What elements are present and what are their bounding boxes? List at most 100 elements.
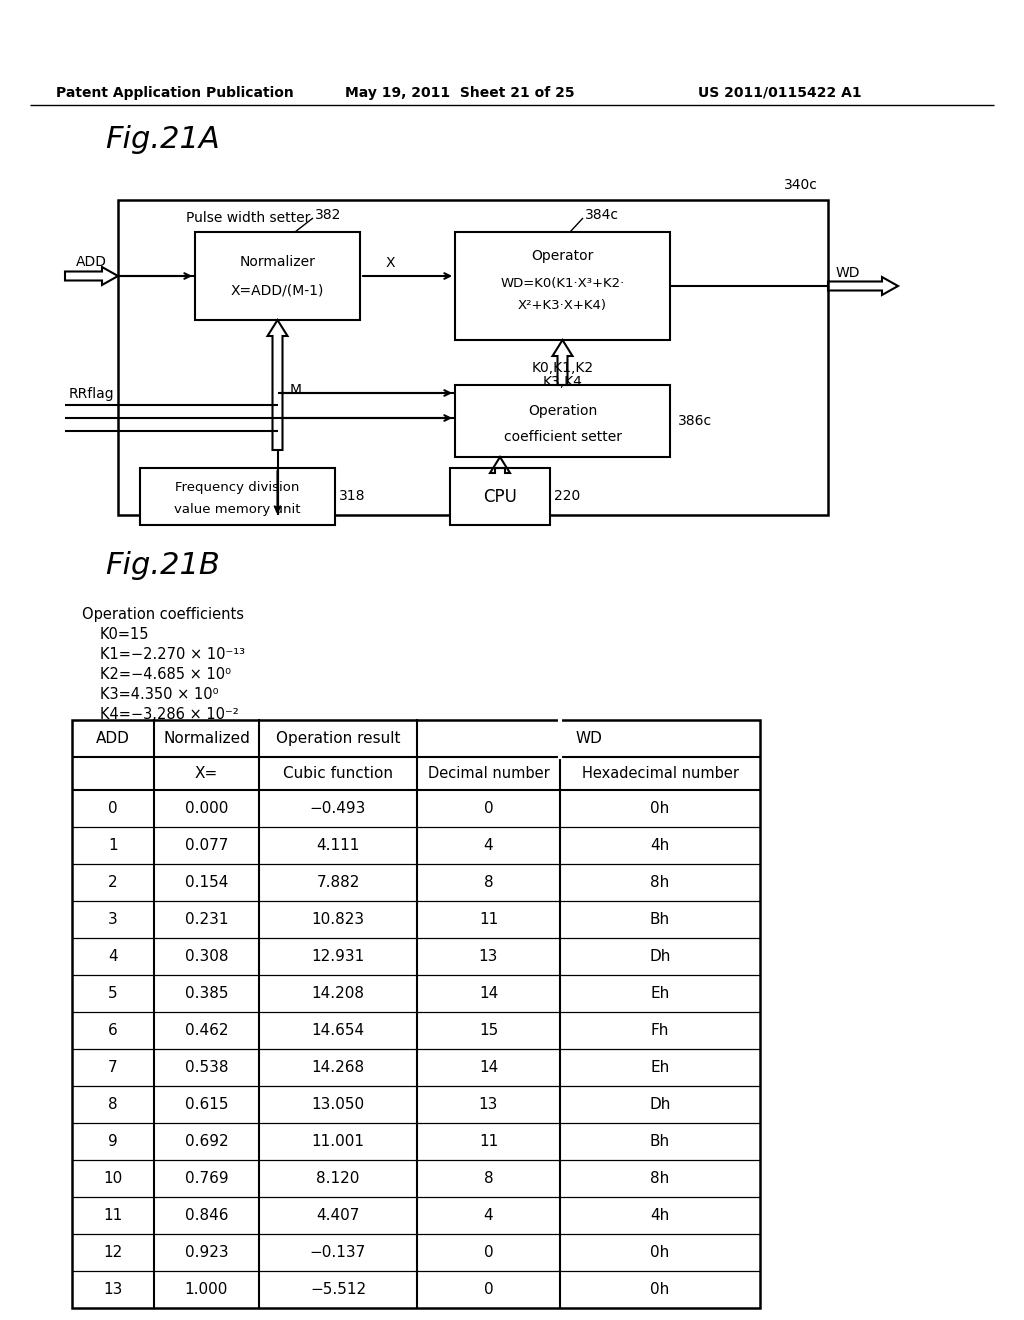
Text: 8h: 8h xyxy=(650,875,670,890)
Text: X=: X= xyxy=(195,766,218,781)
Text: 0: 0 xyxy=(483,1282,494,1298)
Text: 12: 12 xyxy=(103,1245,123,1261)
Text: K3,K4: K3,K4 xyxy=(543,375,583,389)
Text: 8: 8 xyxy=(483,875,494,890)
Text: May 19, 2011  Sheet 21 of 25: May 19, 2011 Sheet 21 of 25 xyxy=(345,86,574,100)
Text: 0h: 0h xyxy=(650,1282,670,1298)
Text: 386c: 386c xyxy=(678,414,712,428)
Text: 12.931: 12.931 xyxy=(311,949,365,964)
Text: Eh: Eh xyxy=(650,986,670,1001)
Text: 11.001: 11.001 xyxy=(311,1134,365,1148)
Text: 10.823: 10.823 xyxy=(311,912,365,927)
Text: −0.137: −0.137 xyxy=(310,1245,367,1261)
Text: 11: 11 xyxy=(479,1134,498,1148)
Text: 4.407: 4.407 xyxy=(316,1208,359,1224)
Text: Normalizer: Normalizer xyxy=(240,255,315,269)
Bar xyxy=(450,469,550,525)
Text: 5: 5 xyxy=(109,986,118,1001)
Text: 1.000: 1.000 xyxy=(184,1282,228,1298)
Text: 4h: 4h xyxy=(650,1208,670,1224)
Text: 0.000: 0.000 xyxy=(184,801,228,816)
Text: 0.769: 0.769 xyxy=(184,1171,228,1185)
Text: Patent Application Publication: Patent Application Publication xyxy=(56,86,294,100)
Text: 0.385: 0.385 xyxy=(184,986,228,1001)
Text: X: X xyxy=(385,256,394,271)
Text: Hexadecimal number: Hexadecimal number xyxy=(582,766,738,781)
Text: 0.231: 0.231 xyxy=(184,912,228,927)
Bar xyxy=(118,201,828,515)
Text: coefficient setter: coefficient setter xyxy=(504,430,622,444)
Text: ADD: ADD xyxy=(96,731,130,746)
Text: 8: 8 xyxy=(109,1097,118,1111)
Text: Operation: Operation xyxy=(528,404,597,418)
Text: WD=K0(K1·X³+K2·: WD=K0(K1·X³+K2· xyxy=(501,277,625,290)
Text: K1=−2.270 × 10⁻¹³: K1=−2.270 × 10⁻¹³ xyxy=(100,647,245,663)
Text: 8h: 8h xyxy=(650,1171,670,1185)
Bar xyxy=(455,232,670,341)
Text: 0.077: 0.077 xyxy=(184,838,228,853)
Bar xyxy=(140,469,335,525)
Text: 0: 0 xyxy=(483,1245,494,1261)
Text: 0.462: 0.462 xyxy=(184,1023,228,1038)
Text: Operation coefficients: Operation coefficients xyxy=(82,607,244,622)
Text: X=ADD/(M-1): X=ADD/(M-1) xyxy=(230,282,325,297)
Text: 0.692: 0.692 xyxy=(184,1134,228,1148)
Text: WD: WD xyxy=(836,267,860,280)
Text: 0.538: 0.538 xyxy=(184,1060,228,1074)
Text: Fig.21B: Fig.21B xyxy=(105,550,220,579)
Text: Dh: Dh xyxy=(649,1097,671,1111)
Text: Decimal number: Decimal number xyxy=(428,766,549,781)
Text: Fig.21A: Fig.21A xyxy=(105,125,220,154)
Text: 318: 318 xyxy=(339,490,366,503)
Text: Pulse width setter: Pulse width setter xyxy=(185,211,310,224)
Text: 8: 8 xyxy=(483,1171,494,1185)
Text: 0h: 0h xyxy=(650,1245,670,1261)
Text: 3: 3 xyxy=(109,912,118,927)
Text: RRflag: RRflag xyxy=(69,387,114,401)
Text: 0.154: 0.154 xyxy=(184,875,228,890)
Text: M: M xyxy=(290,383,301,397)
Text: 6: 6 xyxy=(109,1023,118,1038)
Text: −5.512: −5.512 xyxy=(310,1282,366,1298)
Text: 11: 11 xyxy=(479,912,498,927)
Text: CPU: CPU xyxy=(483,487,517,506)
Text: 0: 0 xyxy=(483,801,494,816)
Text: 0h: 0h xyxy=(650,801,670,816)
Text: Cubic function: Cubic function xyxy=(283,766,393,781)
Text: 7.882: 7.882 xyxy=(316,875,359,890)
Text: 9: 9 xyxy=(109,1134,118,1148)
Text: 11: 11 xyxy=(103,1208,123,1224)
Text: 0.615: 0.615 xyxy=(184,1097,228,1111)
Text: 14: 14 xyxy=(479,986,498,1001)
Text: Operator: Operator xyxy=(531,249,594,263)
Bar xyxy=(195,232,360,319)
Text: 13: 13 xyxy=(479,949,499,964)
Text: 13.050: 13.050 xyxy=(311,1097,365,1111)
Text: WD: WD xyxy=(575,731,602,746)
Text: Eh: Eh xyxy=(650,1060,670,1074)
Text: Bh: Bh xyxy=(650,1134,670,1148)
Text: US 2011/0115422 A1: US 2011/0115422 A1 xyxy=(698,86,862,100)
Text: 8.120: 8.120 xyxy=(316,1171,359,1185)
Text: 382: 382 xyxy=(315,209,341,222)
Text: K3=4.350 × 10⁰: K3=4.350 × 10⁰ xyxy=(100,686,218,702)
Text: 1: 1 xyxy=(109,838,118,853)
Text: Operation result: Operation result xyxy=(275,731,400,746)
Text: ADD: ADD xyxy=(76,255,106,269)
Text: 14.654: 14.654 xyxy=(311,1023,365,1038)
Text: 4: 4 xyxy=(109,949,118,964)
Text: 14.268: 14.268 xyxy=(311,1060,365,1074)
Text: K0=15: K0=15 xyxy=(100,627,150,642)
Bar xyxy=(72,719,760,1308)
Text: 13: 13 xyxy=(103,1282,123,1298)
Text: 0: 0 xyxy=(109,801,118,816)
Text: 4: 4 xyxy=(483,1208,494,1224)
Text: Fh: Fh xyxy=(651,1023,670,1038)
Text: K0,K1,K2: K0,K1,K2 xyxy=(531,360,594,375)
Bar xyxy=(455,385,670,457)
Text: 0.308: 0.308 xyxy=(184,949,228,964)
Text: 14: 14 xyxy=(479,1060,498,1074)
Text: 14.208: 14.208 xyxy=(311,986,365,1001)
Text: 0.846: 0.846 xyxy=(184,1208,228,1224)
Text: Frequency division: Frequency division xyxy=(175,482,300,495)
